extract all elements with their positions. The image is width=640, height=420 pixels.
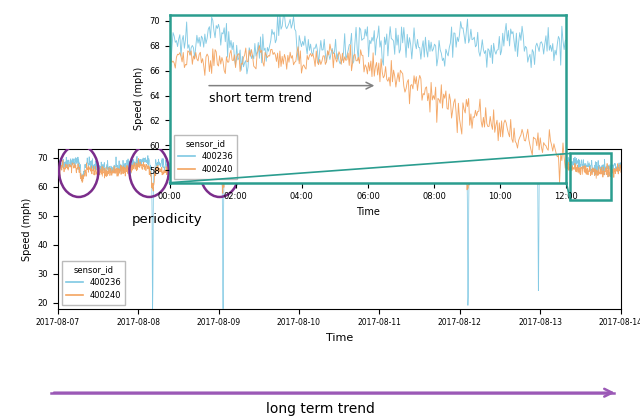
Text: short term trend: short term trend bbox=[209, 92, 312, 105]
Y-axis label: Speed (mph): Speed (mph) bbox=[134, 67, 143, 130]
Text: long term trend: long term trend bbox=[266, 402, 374, 417]
Legend: 400236, 400240: 400236, 400240 bbox=[174, 135, 237, 178]
X-axis label: Time: Time bbox=[326, 333, 353, 343]
Legend: 400236, 400240: 400236, 400240 bbox=[62, 261, 125, 304]
Y-axis label: Speed (mph): Speed (mph) bbox=[22, 197, 32, 260]
Text: periodicity: periodicity bbox=[132, 213, 202, 226]
Bar bbox=[570, 153, 611, 200]
X-axis label: Time: Time bbox=[356, 207, 380, 217]
